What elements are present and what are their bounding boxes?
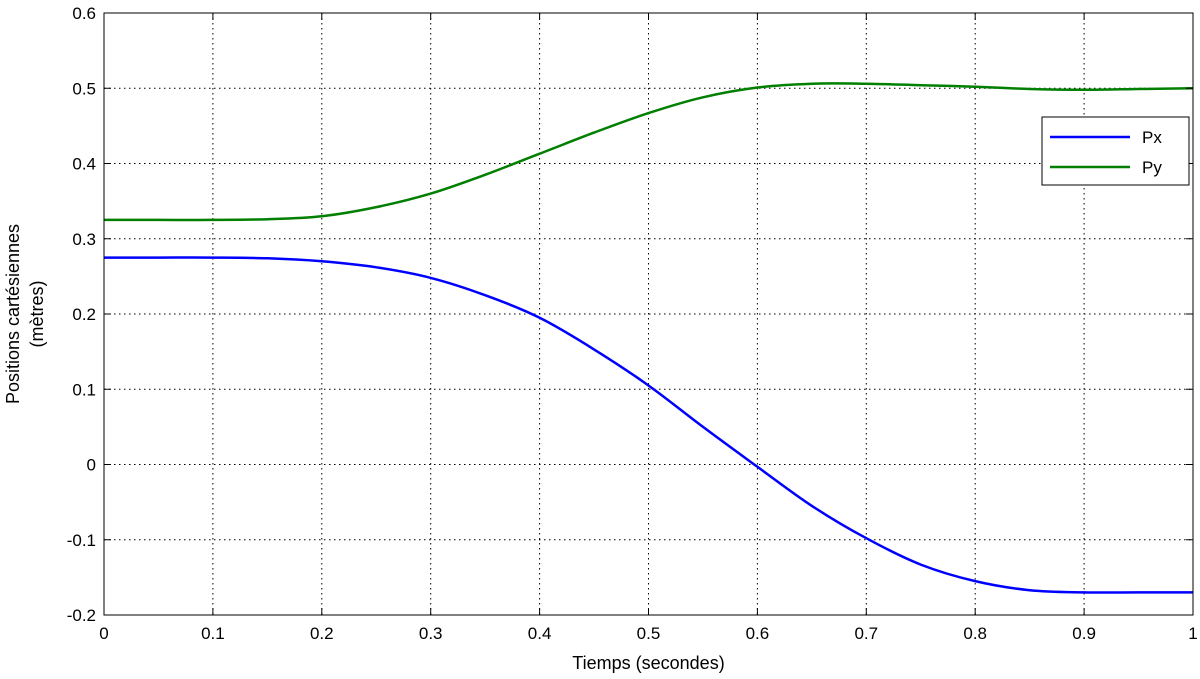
- x-tick-label: 0.3: [419, 624, 443, 643]
- x-tick-label: 0.5: [637, 624, 661, 643]
- y-tick-label: 0: [87, 456, 96, 475]
- y-axis-label-line-2: (mètres): [27, 281, 47, 348]
- y-tick-label: 0.3: [72, 230, 96, 249]
- legend-label-py: Py: [1142, 158, 1162, 177]
- x-tick-label: 0.1: [201, 624, 225, 643]
- legend-box: [1041, 116, 1190, 186]
- y-tick-label: 0.2: [72, 305, 96, 324]
- x-tick-label: 0.8: [963, 624, 987, 643]
- x-tick-label: 0.2: [310, 624, 334, 643]
- y-tick-label: 0.4: [72, 155, 96, 174]
- series-layer: [104, 82, 1194, 594]
- y-axis-label: Positions cartésiennes (mètres): [3, 224, 47, 404]
- ticks: 0 0.1 0.2 0.3 0.4 0.5 0.6 0.7 0.8 0.9 1 -0.2 -0.1 0 0.…: [67, 4, 1198, 643]
- x-tick-label: 0.9: [1072, 624, 1096, 643]
- y-tick-label: 0.6: [72, 4, 96, 23]
- y-tick-label: 0.5: [72, 79, 96, 98]
- x-tick-label: 0.7: [854, 624, 878, 643]
- x-axis-label: Tiemps (secondes): [572, 653, 724, 673]
- series-line-px: [104, 256, 1194, 594]
- series-line-py: [104, 82, 1194, 222]
- x-tick-label: 0.4: [528, 624, 552, 643]
- legend-label-px: Px: [1142, 128, 1162, 147]
- legend: Px Py: [1041, 116, 1190, 186]
- y-tick-label: -0.2: [67, 606, 96, 625]
- x-tick-label: 1: [1188, 624, 1197, 643]
- y-axis-label-line-1: Positions cartésiennes: [3, 224, 23, 404]
- x-tick-label: 0.6: [746, 624, 770, 643]
- y-tick-label: 0.1: [72, 380, 96, 399]
- x-tick-label: 0: [99, 624, 108, 643]
- y-tick-label: -0.1: [67, 531, 96, 550]
- grid: [104, 13, 1193, 615]
